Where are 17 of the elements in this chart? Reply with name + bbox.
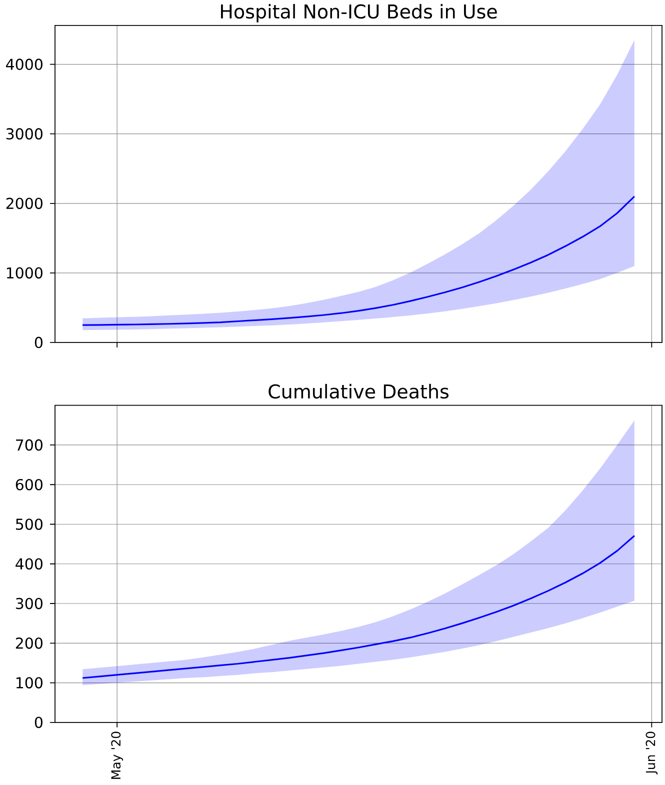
y-tick-label: 200 (16, 637, 42, 649)
y-tick-label: 1000 (6, 267, 42, 279)
y-tick-label: 0 (34, 336, 42, 348)
y-tick-label: 4000 (6, 58, 42, 70)
y-tick-label: 2000 (6, 198, 42, 210)
y-tick-label: 0 (34, 716, 42, 728)
y-tick-label: 400 (16, 558, 42, 570)
y-tick-label: 700 (16, 439, 42, 451)
y-tick-label: 100 (16, 677, 42, 688)
chart-title: Cumulative Deaths (268, 384, 448, 399)
y-tick-label: 3000 (6, 128, 42, 140)
chart-title: Hospital Non-ICU Beds in Use (221, 4, 497, 22)
x-tick-label: Jun '20 (646, 732, 658, 774)
y-tick-label: 600 (16, 478, 42, 490)
y-tick-label: 500 (16, 518, 42, 530)
x-tick-label: May '20 (111, 732, 124, 779)
y-tick-label: 300 (16, 598, 42, 610)
